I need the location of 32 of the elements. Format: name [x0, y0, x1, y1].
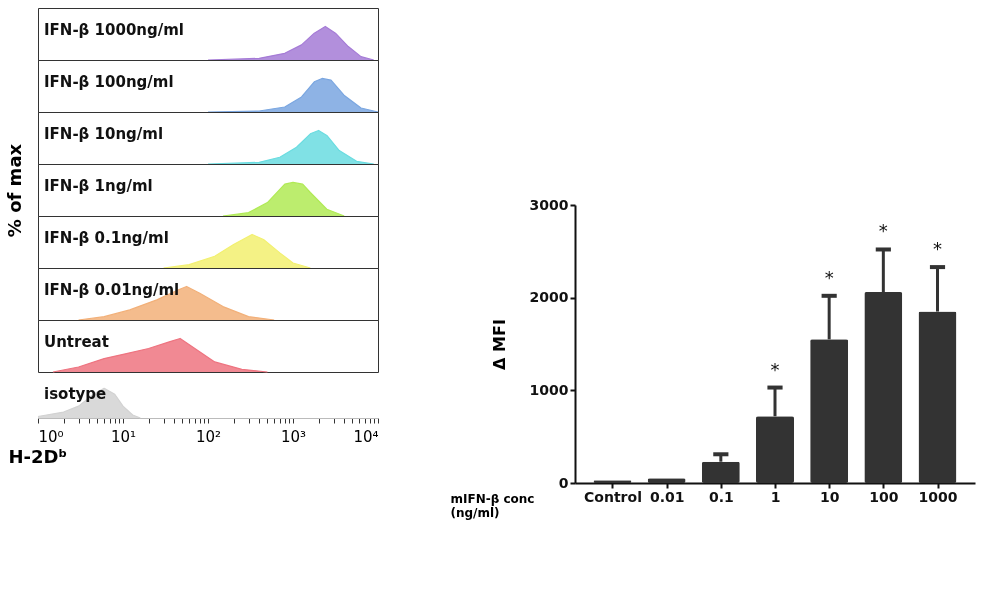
- x-axis-title: H-2Dᵇ: [8, 445, 68, 467]
- x-tick-label: 10: [819, 488, 840, 505]
- annotation: isotype: [44, 385, 107, 403]
- annotation: *: [933, 238, 942, 260]
- y-axis-title: Δ MFI: [489, 319, 509, 370]
- annotation: Untreat: [44, 333, 109, 351]
- y-tick-label: 0: [558, 474, 569, 491]
- x-tick-label: Control: [584, 488, 642, 505]
- annotation: *: [824, 266, 834, 288]
- x-tick-label: 10⁴: [353, 427, 379, 446]
- annotation: IFN-β 100ng/ml: [44, 73, 174, 91]
- annotation: IFN-β 0.1ng/ml: [44, 229, 169, 247]
- annotation: IFN-β 1ng/ml: [44, 177, 153, 195]
- annotation: *: [878, 220, 888, 242]
- y-axis-title: % of max: [3, 143, 25, 238]
- annotation: *: [770, 358, 780, 380]
- x-tick-label: 0.1: [708, 488, 734, 505]
- x-tick-label: 1000: [918, 488, 958, 505]
- x-tick-label: 10³: [280, 427, 307, 446]
- x-tick-label: 0.01: [649, 488, 685, 505]
- x-axis-title: mIFN-β conc (ng/ml): [450, 491, 535, 520]
- y-tick-label: 2000: [529, 289, 569, 306]
- x-tick-label: 1: [770, 488, 781, 505]
- x-tick-label: 100: [869, 488, 899, 505]
- annotation: IFN-β 0.01ng/ml: [44, 281, 180, 299]
- annotation: IFN-β 10ng/ml: [44, 125, 164, 143]
- y-tick-label: 3000: [529, 196, 569, 213]
- y-tick-label: 1000: [529, 381, 569, 398]
- annotation: IFN-β 1000ng/ml: [44, 21, 184, 39]
- x-tick-label: 10²: [195, 427, 222, 446]
- x-tick-label: 10¹: [110, 427, 137, 446]
- x-tick-label: 10⁰: [38, 427, 64, 446]
